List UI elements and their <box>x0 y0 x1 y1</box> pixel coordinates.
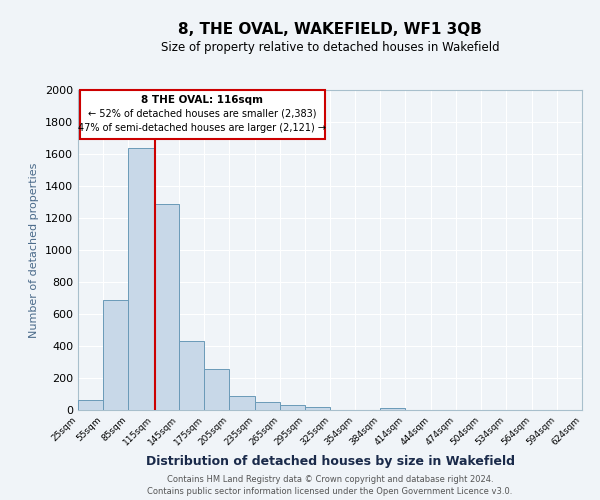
Text: Contains HM Land Registry data © Crown copyright and database right 2024.: Contains HM Land Registry data © Crown c… <box>167 474 493 484</box>
Text: Size of property relative to detached houses in Wakefield: Size of property relative to detached ho… <box>161 41 499 54</box>
Text: 8, THE OVAL, WAKEFIELD, WF1 3QB: 8, THE OVAL, WAKEFIELD, WF1 3QB <box>178 22 482 38</box>
Bar <box>280 405 305 410</box>
Bar <box>179 341 204 410</box>
Bar <box>78 400 103 410</box>
Bar <box>254 402 280 410</box>
Bar <box>103 300 128 410</box>
Bar <box>128 148 154 410</box>
Text: ← 52% of detached houses are smaller (2,383): ← 52% of detached houses are smaller (2,… <box>88 108 316 118</box>
Bar <box>204 369 229 410</box>
X-axis label: Distribution of detached houses by size in Wakefield: Distribution of detached houses by size … <box>146 456 515 468</box>
Text: 47% of semi-detached houses are larger (2,121) →: 47% of semi-detached houses are larger (… <box>78 123 326 133</box>
Bar <box>305 407 331 410</box>
Text: Contains public sector information licensed under the Open Government Licence v3: Contains public sector information licen… <box>148 486 512 496</box>
Bar <box>380 408 406 410</box>
FancyBboxPatch shape <box>80 90 325 139</box>
Bar <box>154 204 179 410</box>
Y-axis label: Number of detached properties: Number of detached properties <box>29 162 40 338</box>
Bar <box>229 396 254 410</box>
Text: 8 THE OVAL: 116sqm: 8 THE OVAL: 116sqm <box>141 95 263 105</box>
